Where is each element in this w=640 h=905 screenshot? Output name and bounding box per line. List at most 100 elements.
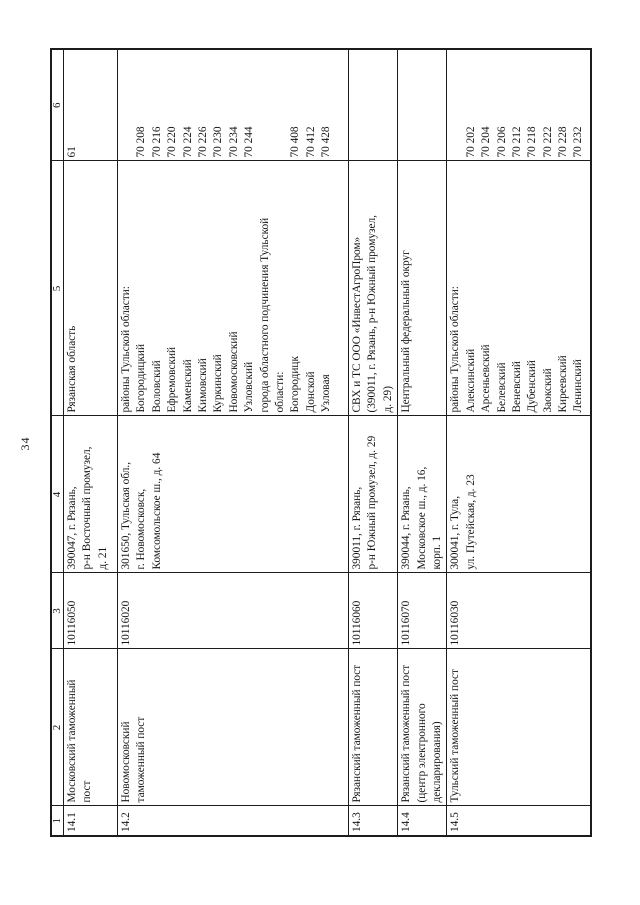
text-line: 14.5 xyxy=(449,812,462,832)
text-line: таможенный пост xyxy=(135,716,148,803)
cell-post-address: 390044, г. Рязань, Московское ш., д. 16, к… xyxy=(397,416,447,573)
text-line: 70 412 xyxy=(304,126,317,158)
column-header: 1 xyxy=(51,806,64,836)
column-header: 6 xyxy=(51,49,64,161)
text-line: Новомосковский xyxy=(120,721,132,803)
text-line: Рязанский таможенный пост xyxy=(351,664,363,803)
text-line: 70 206 xyxy=(495,126,508,158)
text-line: пост xyxy=(81,780,94,803)
text-line: Ефремовский xyxy=(166,346,179,413)
cell-okato-codes: 61 xyxy=(63,49,118,161)
cell-okato-codes xyxy=(348,49,398,161)
text-line: Дубенский xyxy=(526,360,539,413)
text-line: корп. 1 xyxy=(430,535,443,570)
text-line: 390011, г. Рязань, xyxy=(351,486,363,570)
text-line: 70 224 xyxy=(181,126,194,158)
cell-region-list: районы Тульской области: Алексинский Арсен… xyxy=(446,161,591,416)
text-line: 70 222 xyxy=(541,126,554,158)
text-line: 70 234 xyxy=(227,126,240,158)
cell-region-list: Центральный федеральный округ xyxy=(397,161,447,416)
cell-post-name: Рязанский таможенный пост (центр электрон… xyxy=(397,649,447,806)
text-line: 70 408 xyxy=(289,126,302,158)
cell-post-address: 300041, г. Тула, ул. Путейская, д. 23 xyxy=(446,416,591,573)
text-line: 14.4 xyxy=(400,812,413,832)
cell-row-number: 14.2 xyxy=(117,806,349,836)
column-header: 5 xyxy=(51,161,64,416)
text-line: 390044, г. Рязань, xyxy=(400,486,413,570)
cell-post-address: 390011, г. Рязань, р-н Южный промузел, д.… xyxy=(348,416,398,573)
text-line: Заокский xyxy=(541,368,554,413)
cell-post-code: 10116050 xyxy=(63,573,118,649)
cell-okato-codes: 70 202 70 204 70 206 70 212 70 218 70 222 70 2… xyxy=(446,49,591,161)
table-row: 14.3 Рязанский таможенный пост 10116060 390… xyxy=(348,49,398,836)
cell-post-code: 10116020 xyxy=(117,573,349,649)
text-line: Рязанский таможенный пост xyxy=(400,664,413,803)
text-line: Узловая xyxy=(320,374,333,413)
text-line: 70 244 xyxy=(243,126,256,158)
text-line: 390047, г. Рязань, xyxy=(66,486,78,570)
text-line: СВХ и ТС ООО «ИнвестАгроПром» xyxy=(351,236,363,413)
cell-post-address: 390047, г. Рязань, р-н Восточный промузел… xyxy=(63,416,118,573)
text-line: Новомосковский xyxy=(227,331,240,413)
column-header: 4 xyxy=(51,416,64,573)
text-line: р-н Восточный промузел, xyxy=(81,446,94,570)
text-line: районы Тульской области: xyxy=(120,286,132,413)
text-line: города областного подчинения Тульской xyxy=(258,217,271,413)
text-line: д. 21 xyxy=(96,546,109,570)
text-line: Комсомольское ш., д. 64 xyxy=(150,452,163,570)
text-line: Белевский xyxy=(495,362,508,413)
text-line: 14.3 xyxy=(351,812,363,832)
column-header: 3 xyxy=(51,573,64,649)
text-line: 61 xyxy=(66,146,78,158)
cell-post-name: Новомосковский таможенный пост xyxy=(117,649,349,806)
text-line: Каменский xyxy=(181,359,194,413)
text-line: р-н Южный промузел, д. 29 xyxy=(366,435,379,570)
cell-region-list: СВХ и ТС ООО «ИнвестАгроПром» (390011, г.… xyxy=(348,161,398,416)
cell-post-name: Тульский таможенный пост xyxy=(446,649,591,806)
text-line: 70 208 xyxy=(135,126,148,158)
cell-row-number: 14.4 xyxy=(397,806,447,836)
text-line: Алексинский xyxy=(464,348,477,413)
text-line: 10116020 xyxy=(120,600,132,646)
cell-row-number: 14.1 xyxy=(63,806,118,836)
text-line: Московское ш., д. 16, xyxy=(415,466,428,570)
text-line: Воловский xyxy=(150,360,163,413)
cell-region-list: районы Тульской области: Богородицкий Воло… xyxy=(117,161,349,416)
cell-row-number: 14.5 xyxy=(446,806,591,836)
text-line: 14.2 xyxy=(120,812,132,832)
page-number: 34 xyxy=(18,436,32,451)
text-line: Куркинский xyxy=(212,354,225,413)
table-row: 14.2 Новомосковский таможенный пост 1011602… xyxy=(117,49,349,836)
text-line: декларирования) xyxy=(430,721,443,803)
cell-okato-codes xyxy=(397,49,447,161)
text-line: 70 204 xyxy=(480,126,493,158)
text-line: 70 230 xyxy=(212,126,225,158)
text-line: 10116030 xyxy=(449,600,462,646)
text-line: (центр электронного xyxy=(415,703,428,803)
text-line: Богородицк xyxy=(289,356,302,413)
cell-region-list: Рязанская область xyxy=(63,161,118,416)
text-line: 70 216 xyxy=(150,126,163,158)
text-line: Богородицкий xyxy=(135,343,148,413)
cell-post-name: Московский таможенный пост xyxy=(63,649,118,806)
text-line xyxy=(448,53,463,158)
text-line xyxy=(273,53,288,158)
text-line: 70 232 xyxy=(572,126,585,158)
text-line: 301650, Тульская обл., xyxy=(120,461,132,570)
table-row: 14.4 Рязанский таможенный пост (центр элек… xyxy=(397,49,447,836)
text-line: 10116060 xyxy=(351,600,363,646)
text-line: Веневский xyxy=(510,361,523,413)
text-line: области: xyxy=(273,371,286,413)
text-line: 70 218 xyxy=(526,126,539,158)
text-line: Центральный федеральный округ xyxy=(400,250,413,413)
cell-post-code: 10116030 xyxy=(446,573,591,649)
text-line: (390011, г. Рязань, р-н Южный промузел, xyxy=(366,215,379,413)
text-line: Кимовский xyxy=(196,358,209,413)
text-line: 70 228 xyxy=(557,126,570,158)
cell-post-address: 301650, Тульская обл., г. Новомосковск, Ко… xyxy=(117,416,349,573)
text-line: ул. Путейская, д. 23 xyxy=(464,474,477,570)
text-line: 10116050 xyxy=(66,600,78,646)
cell-post-name: Рязанский таможенный пост xyxy=(348,649,398,806)
text-line xyxy=(119,53,134,158)
